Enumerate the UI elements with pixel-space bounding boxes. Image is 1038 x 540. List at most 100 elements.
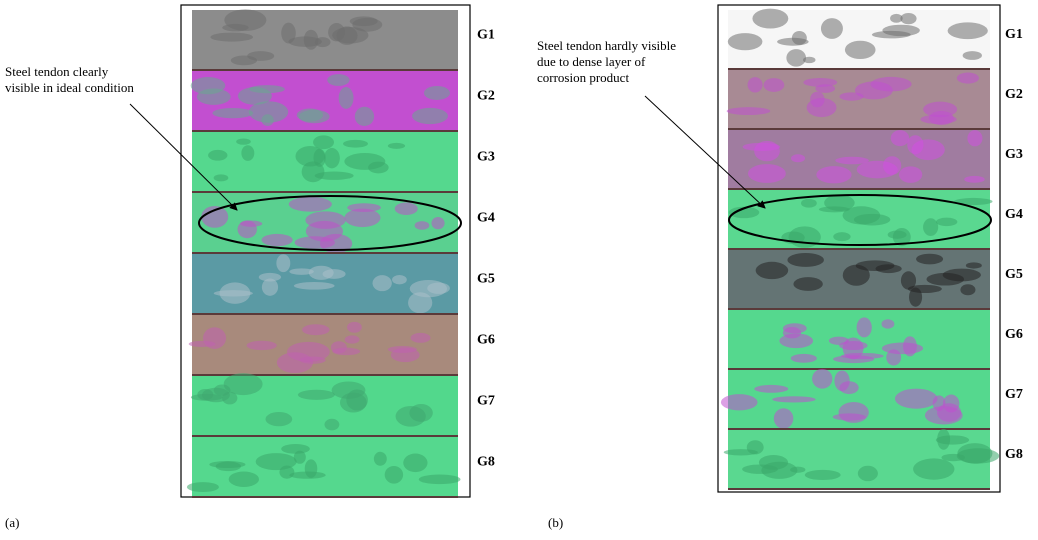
texture (209, 461, 245, 468)
panel-label: (a) (5, 515, 19, 530)
panel-label: (b) (548, 515, 563, 530)
texture (843, 265, 870, 286)
strip-label: G5 (1005, 267, 1023, 282)
texture (812, 369, 832, 389)
texture (374, 452, 387, 466)
texture (298, 390, 335, 400)
texture (299, 110, 330, 124)
texture (295, 146, 324, 166)
texture (344, 153, 385, 170)
texture (279, 466, 294, 479)
texture (222, 24, 248, 31)
texture (340, 393, 367, 413)
texture (857, 161, 898, 179)
texture (229, 472, 259, 487)
texture (187, 482, 219, 492)
texture (810, 92, 825, 108)
texture (388, 143, 405, 149)
texture (372, 275, 391, 291)
texture (882, 25, 920, 36)
texture (409, 404, 432, 422)
texture (963, 51, 982, 60)
texture (724, 449, 758, 455)
texture (302, 324, 329, 335)
annotation: Steel tendon hardly visible (537, 38, 676, 53)
strip-label: G8 (477, 455, 495, 470)
texture (281, 444, 310, 454)
texture (786, 49, 806, 67)
texture (324, 419, 339, 431)
texture (754, 141, 780, 161)
texture (220, 282, 251, 303)
strip-label: G3 (477, 150, 495, 165)
texture (339, 87, 354, 109)
texture (900, 13, 916, 24)
strip-label: G3 (1005, 147, 1023, 162)
texture (833, 413, 866, 420)
texture (289, 471, 326, 478)
texture (324, 148, 340, 168)
texture (845, 41, 876, 59)
texture (287, 342, 330, 362)
texture (783, 327, 801, 338)
texture (913, 458, 954, 479)
strip-label: G4 (477, 211, 495, 226)
strip-label: G1 (1005, 27, 1023, 42)
texture (948, 22, 988, 39)
texture (899, 166, 922, 183)
texture (839, 381, 858, 394)
texture (419, 475, 461, 485)
texture (728, 33, 763, 50)
texture (821, 18, 843, 39)
texture (774, 408, 794, 429)
texture (759, 455, 788, 470)
texture (294, 282, 335, 290)
texture (431, 217, 444, 229)
texture (262, 114, 274, 126)
texture (343, 140, 368, 148)
texture (415, 221, 430, 230)
texture (247, 51, 274, 61)
texture (289, 268, 313, 275)
texture (208, 150, 227, 161)
texture (238, 220, 257, 238)
texture (281, 23, 296, 44)
texture (960, 284, 975, 295)
texture (841, 353, 884, 359)
texture (412, 108, 448, 124)
texture (876, 264, 902, 273)
strip-label: G2 (1005, 87, 1023, 102)
texture (262, 279, 278, 296)
texture (929, 111, 954, 125)
texture (262, 234, 293, 246)
texture (925, 406, 963, 424)
texture (392, 275, 407, 284)
figure: Steel tendon clearly visible in ideal co… (0, 0, 1038, 535)
texture (327, 74, 349, 86)
texture (238, 87, 272, 105)
texture (222, 392, 237, 405)
texture (791, 154, 805, 162)
texture (835, 157, 869, 165)
strip-label: G6 (477, 333, 495, 348)
texture (803, 57, 815, 63)
texture (803, 78, 837, 87)
texture (276, 254, 290, 272)
annotation: Steel tendon clearly (5, 64, 109, 79)
texture (909, 287, 922, 306)
texture (857, 317, 872, 337)
annotation: due to dense layer of (537, 54, 646, 69)
annotation: visible in ideal condition (5, 80, 134, 95)
texture (756, 262, 789, 279)
strip-label: G5 (477, 272, 495, 287)
texture (891, 130, 910, 146)
strip-label: G2 (477, 89, 495, 104)
texture (214, 174, 229, 181)
texture (787, 253, 824, 267)
texture (191, 77, 226, 94)
texture (345, 335, 360, 343)
texture (895, 389, 938, 409)
texture (427, 283, 450, 294)
texture (212, 108, 253, 118)
texture (886, 349, 901, 365)
